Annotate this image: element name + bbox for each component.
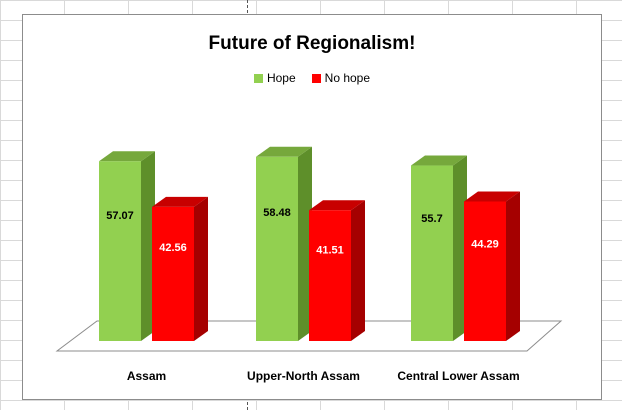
bar-no-hope-central-lower-assam-top: [464, 191, 520, 202]
category-label-upper-north-assam: Upper-North Assam: [247, 369, 360, 383]
legend-swatch-no-hope: [311, 73, 321, 83]
category-label-central-lower-assam: Central Lower Assam: [397, 369, 519, 383]
bar-hope-upper-north-assam-top: [256, 146, 312, 157]
bar-hope-assam-top: [99, 151, 155, 162]
data-label-no-hope-central-lower-assam: 44.29: [471, 238, 499, 250]
chart-title: Future of Regionalism!: [208, 33, 416, 54]
legend-swatch-hope: [253, 73, 263, 83]
bar-hope-central-lower-assam: [411, 165, 453, 341]
data-label-hope-central-lower-assam: 55.7: [421, 213, 442, 225]
legend-entry-no-hope: No hope: [311, 71, 371, 85]
bar-no-hope-assam: [152, 206, 194, 341]
bar-no-hope-upper-north-assam-top: [309, 200, 365, 211]
bar-hope-upper-north-assam: [256, 156, 298, 341]
chart-legend: Hope No hope: [23, 71, 601, 85]
bar-hope-upper-north-assam-side: [298, 146, 312, 341]
data-label-hope-upper-north-assam: 58.48: [263, 207, 291, 219]
legend-label-hope: Hope: [266, 71, 296, 85]
bar-no-hope-central-lower-assam-side: [506, 191, 520, 341]
bar-hope-central-lower-assam-top: [411, 155, 467, 166]
bar-no-hope-upper-north-assam: [309, 210, 351, 341]
chart-area[interactable]: 57.07 42.56 Assam 58.48 41.51 Upper-North Ass…: [22, 14, 602, 400]
data-label-no-hope-upper-north-assam: 41.51: [316, 244, 344, 256]
legend-label-no-hope: No hope: [324, 71, 371, 85]
category-label-assam: Assam: [127, 369, 166, 383]
data-label-hope-assam: 57.07: [106, 210, 134, 222]
bar-hope-central-lower-assam-side: [453, 155, 467, 341]
bar-hope-assam-side: [141, 151, 155, 341]
chart-plot: 57.07 42.56 Assam 58.48 41.51 Upper-North Ass…: [55, 146, 563, 383]
data-label-no-hope-assam: 42.56: [159, 242, 187, 254]
bar-no-hope-assam-side: [194, 196, 208, 341]
bar-hope-assam: [99, 161, 141, 341]
legend-entry-hope: Hope: [253, 71, 296, 85]
bar-no-hope-assam-top: [152, 196, 208, 207]
bar-no-hope-central-lower-assam: [464, 201, 506, 341]
bar-no-hope-upper-north-assam-side: [351, 200, 365, 341]
